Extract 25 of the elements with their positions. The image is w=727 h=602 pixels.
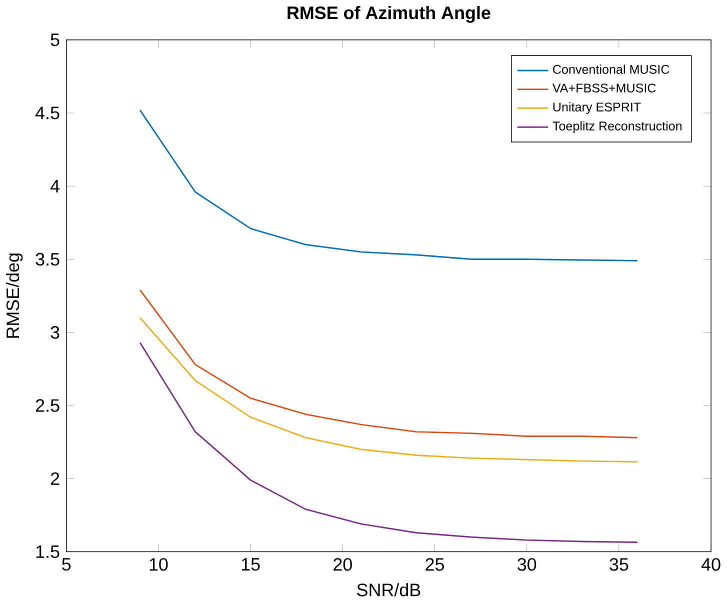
x-tick-label: 20 [334, 558, 352, 571]
y-tick-label: 4 [50, 180, 60, 192]
y-tick-label: 3 [50, 326, 60, 339]
y-tick-label: 2 [50, 472, 60, 485]
x-tick-label: 5 [62, 558, 71, 570]
line-series [139, 289, 638, 438]
legend-label: Unitary ESPRIT [553, 102, 641, 114]
legend-label: VA+FBSS+MUSIC [552, 83, 656, 92]
y-axis-title: RMSE/deg [6, 253, 23, 338]
x-tick-label: 15 [242, 558, 260, 570]
y-tick-label: 3.5 [36, 252, 60, 266]
x-tick-label: 30 [518, 558, 536, 571]
y-tick-label: 2.5 [36, 399, 60, 412]
x-tick-label: 35 [610, 558, 628, 571]
y-tick-label: 1.5 [36, 545, 60, 558]
y-tick-label: 5 [50, 33, 60, 46]
x-tick-label: 25 [426, 558, 444, 571]
legend-label: Conventional MUSIC [553, 64, 670, 74]
chart-title: RMSE of Azimuth Angle [288, 6, 490, 23]
legend-label: Toeplitz Reconstruction [552, 121, 682, 133]
line-series [139, 342, 638, 543]
x-axis-title: SNR/dB [357, 582, 420, 596]
x-tick-label: 40 [701, 558, 720, 571]
y-tick-label: 4.5 [35, 106, 60, 120]
x-tick-label: 10 [150, 558, 168, 571]
